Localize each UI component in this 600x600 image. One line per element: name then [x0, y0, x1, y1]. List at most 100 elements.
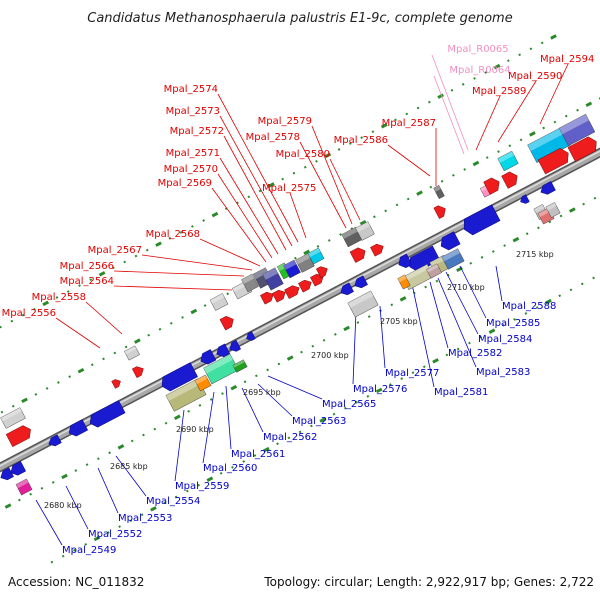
- tick-mark: [243, 380, 247, 384]
- tick-mark: [142, 433, 145, 437]
- gene-label-reverse: Mpal_2581: [434, 387, 488, 398]
- tick-mark: [315, 159, 318, 163]
- tick-mark: [518, 53, 521, 57]
- tick-mark: [389, 383, 392, 386]
- forward-gene-arrow: [284, 285, 300, 299]
- tick-mark: [112, 266, 115, 270]
- gene-block: [295, 253, 315, 273]
- tick-mark: [89, 278, 93, 282]
- gene-label-forward: Mpal_2564: [60, 276, 114, 287]
- tick-mark: [416, 190, 423, 196]
- leader-line: [299, 141, 347, 229]
- gene-label-forward: Mpal_2578: [246, 132, 300, 143]
- tick-mark: [277, 362, 281, 366]
- tick-mark: [168, 236, 172, 240]
- leader-line: [113, 285, 233, 291]
- tick-mark: [164, 421, 168, 425]
- tick-mark: [287, 436, 291, 440]
- reverse-gene-arrow: [520, 194, 530, 204]
- tick-mark: [42, 300, 50, 307]
- gene-block: [426, 263, 442, 279]
- tick-mark: [428, 100, 431, 104]
- leader-line: [55, 317, 101, 349]
- tick-mark: [50, 560, 54, 564]
- tick-mark: [113, 351, 117, 355]
- reverse-gene-arrow: [68, 419, 89, 437]
- tick-mark: [592, 276, 595, 280]
- tick-mark: [163, 501, 167, 505]
- tick-mark: [469, 261, 473, 265]
- tick-mark: [343, 406, 347, 410]
- tick-mark: [294, 256, 297, 260]
- tick-mark: [268, 182, 275, 188]
- leader-line: [431, 54, 469, 151]
- tick-mark: [134, 338, 141, 344]
- tick-mark: [203, 304, 207, 307]
- tick-mark: [221, 392, 224, 395]
- tick-mark: [0, 325, 2, 329]
- tick-mark: [359, 219, 367, 226]
- tick-mark: [258, 189, 262, 193]
- gene-label-reverse: Mpal_2582: [448, 348, 502, 359]
- tick-mark: [343, 325, 350, 332]
- tick-mark: [173, 414, 181, 420]
- tick-mark: [479, 335, 483, 339]
- leader-line: [217, 93, 299, 243]
- tick-mark: [102, 357, 105, 361]
- tick-mark: [66, 290, 70, 293]
- scale-labels: 2680 kbp 2685 kbp 2690 kbp 2695 kbp 2700 kbp…: [44, 250, 554, 510]
- forward-gene-arrow: [349, 247, 366, 263]
- tick-mark: [422, 365, 426, 369]
- gene-features: [0, 113, 597, 496]
- gene-label-reverse: Mpal_2565: [322, 399, 376, 410]
- tick-mark: [545, 298, 552, 305]
- gene-label-forward: Mpal_2589: [472, 86, 526, 97]
- gene-label-forward: Mpal_2586: [334, 135, 388, 146]
- tick-mark: [51, 481, 55, 484]
- leader-line: [225, 385, 232, 450]
- tick-mark: [582, 202, 585, 206]
- tick-mark: [529, 47, 533, 51]
- reverse-gene-arrow: [229, 339, 242, 352]
- leader-line: [379, 305, 386, 369]
- tick-mark: [339, 233, 342, 236]
- leader-line: [65, 485, 89, 530]
- tick-mark: [140, 513, 144, 517]
- tick-mark: [319, 417, 327, 423]
- tick-mark: [529, 131, 536, 137]
- tick-mark: [147, 333, 151, 337]
- tick-mark: [219, 471, 223, 475]
- tick-mark: [513, 318, 516, 321]
- forward-gene-arrow: [501, 171, 518, 189]
- tick-mark: [254, 374, 258, 378]
- gene-label-reverse: Mpal_2549: [62, 545, 116, 556]
- leader-line: [289, 192, 307, 239]
- leader-line: [97, 467, 119, 514]
- tick-mark: [548, 220, 552, 224]
- leader-line: [223, 135, 287, 251]
- gene-block: [527, 127, 571, 163]
- scale-label: 2695 kbp: [243, 388, 281, 397]
- scale-label: 2710 kbp: [447, 283, 485, 292]
- forward-gene-arrow: [433, 205, 446, 219]
- tick-mark: [108, 451, 111, 455]
- leader-line: [267, 375, 323, 400]
- reverse-gene-arrow: [10, 461, 27, 476]
- tick-mark: [181, 316, 184, 319]
- reverse-gene-arrow: [463, 204, 501, 236]
- tick-mark: [55, 296, 59, 299]
- tick-mark: [568, 207, 576, 213]
- gene-label-forward: Mpal_2587: [382, 118, 436, 129]
- gene-block: [397, 274, 411, 290]
- gene-label-reverse: Mpal_2583: [476, 367, 530, 378]
- tick-mark: [463, 168, 467, 171]
- tick-mark: [68, 375, 72, 378]
- tick-mark: [10, 319, 14, 323]
- tick-mark: [153, 427, 157, 431]
- tick-mark: [406, 197, 410, 201]
- gene-block: [497, 150, 519, 172]
- tick-mark: [373, 215, 376, 219]
- gene-label-forward: Mpal_2567: [88, 245, 142, 256]
- gene-block: [347, 290, 379, 318]
